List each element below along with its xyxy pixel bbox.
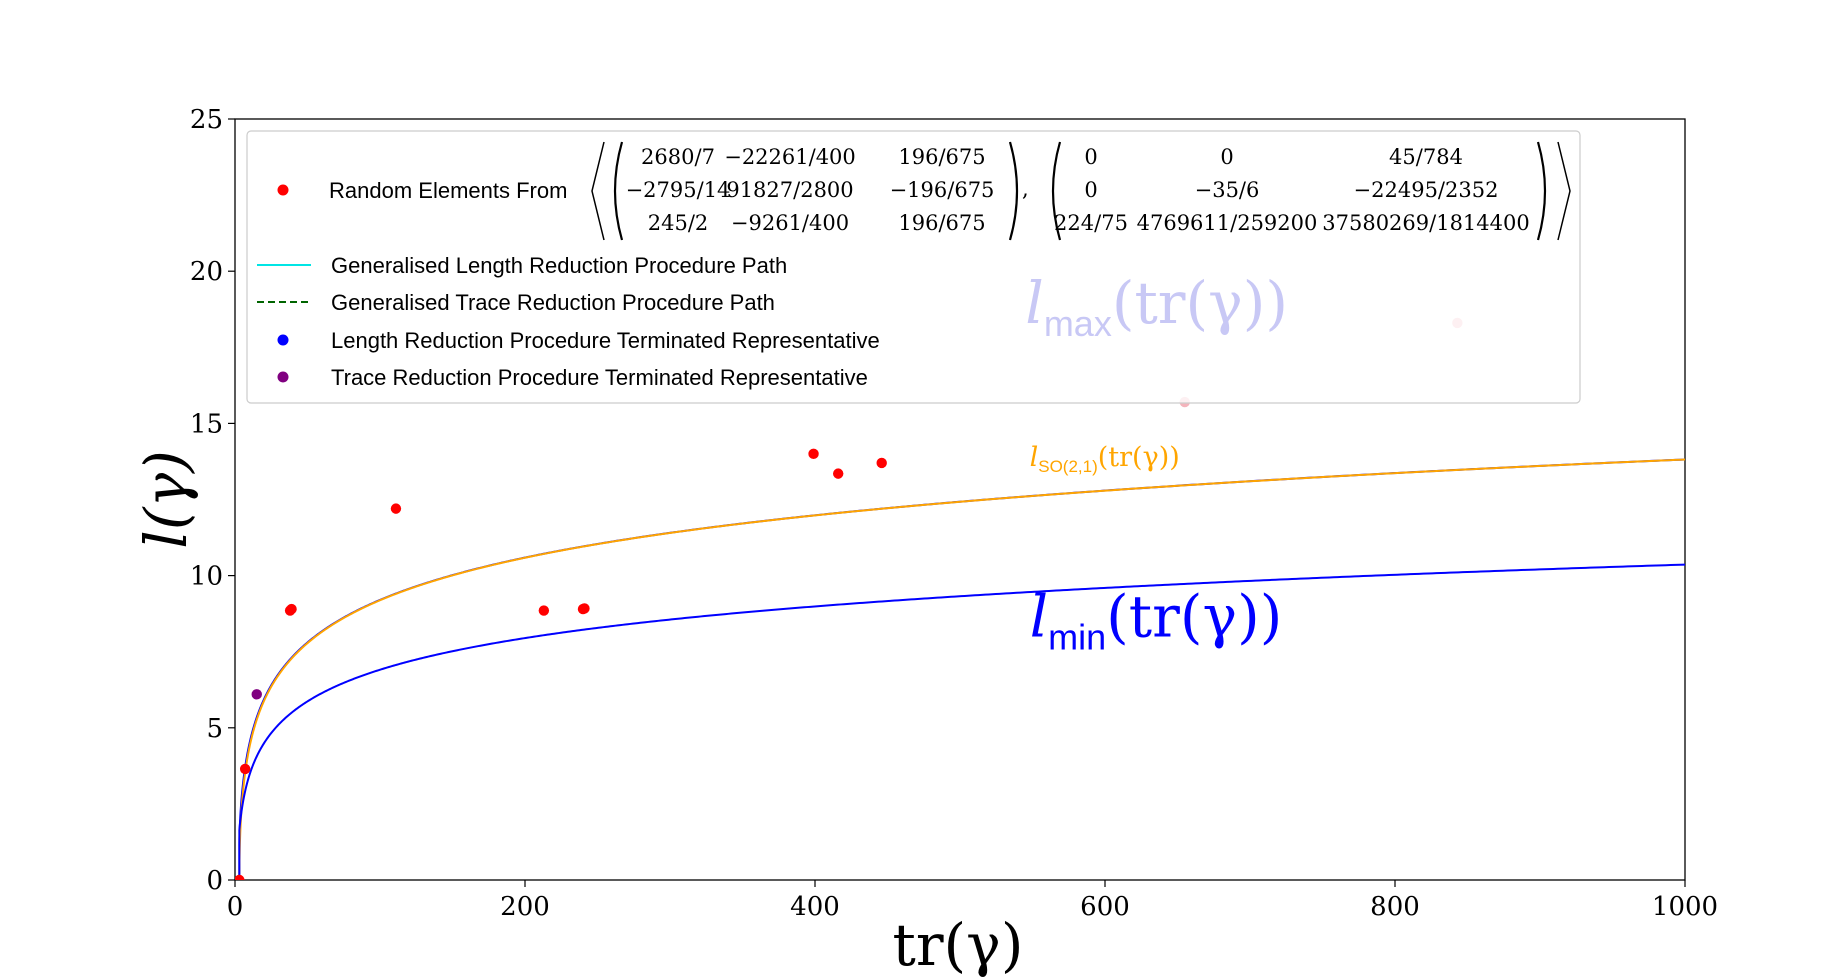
x-tick-label: 800: [1370, 892, 1420, 922]
curve-label-argument: (tr(γ)): [1106, 582, 1282, 650]
legend-matrix-b-cell: 37580269/1814400: [1322, 211, 1530, 235]
curve-label-argument: (tr(γ)): [1112, 269, 1288, 337]
x-axis-label: tr(γ): [893, 911, 1024, 977]
legend-box: [246, 130, 1581, 404]
legend-right-angle: [1557, 141, 1571, 241]
random-point: [833, 468, 844, 479]
legend-matrix-b-cell: 0: [1220, 145, 1233, 169]
legend-matrix-a-cell: −196/675: [890, 178, 995, 202]
curves-group: [238, 458, 1685, 880]
legend-matrix-b-cell: 224/75: [1054, 211, 1128, 235]
random-point: [808, 448, 819, 460]
y-axis-label: l(γ): [132, 450, 200, 548]
legend-matrix-a-cell: −2795/14: [626, 178, 731, 202]
y-tick-label: 5: [206, 714, 223, 744]
legend-matrix-b-left-paren: [1051, 141, 1062, 241]
curve-label-subscript: min: [1048, 616, 1106, 657]
curve-label-symbol: l: [1030, 582, 1049, 650]
legend-matrix-a-left-paren: [613, 141, 624, 241]
legend-matrix-a-cell: −22261/400: [724, 145, 856, 169]
legend-matrix-b-cell: −22495/2352: [1354, 178, 1499, 202]
x-tick-label: 0: [227, 892, 244, 922]
curve-label-subscript: SO(2,1): [1038, 457, 1098, 476]
curve-label-l-min: lmin(tr(γ)): [1030, 582, 1283, 657]
legend-left-angle: [591, 141, 605, 241]
legend-matrix-b-cell: 0: [1084, 145, 1097, 169]
random-point: [538, 605, 550, 616]
legend-matrix-a-right-paren: [1008, 141, 1019, 241]
legend-matrix-a-cell: 245/2: [648, 211, 709, 235]
random-point: [235, 874, 245, 880]
curve-label-subscript: max: [1044, 303, 1112, 344]
legend-matrix-a-cell: −9261/400: [731, 211, 849, 235]
curve-label-argument: (tr(γ)): [1098, 442, 1180, 473]
legend-marker-random: [277, 184, 289, 196]
plot-frame: [234, 118, 1686, 881]
random-point: [579, 603, 590, 614]
y-tick-label: 10: [190, 562, 223, 592]
legend-matrix-a-cell: 196/675: [898, 145, 985, 169]
random-point: [286, 603, 297, 615]
curve-label-l-max: lmax(tr(γ)): [1025, 269, 1288, 344]
legend-entry-3-marker: [277, 334, 289, 346]
legend-matrix-b-cell: 4769611/259200: [1137, 211, 1318, 235]
legend-entry-3-label: Length Reduction Procedure Terminated Re…: [331, 328, 880, 353]
legend-matrix-a-cell: 196/675: [898, 211, 985, 235]
y-tick-label: 20: [190, 257, 223, 287]
random-point: [390, 503, 402, 514]
curve-l-min: [238, 563, 1685, 880]
random-point: [876, 457, 887, 469]
x-tick-label: 400: [790, 892, 840, 922]
legend-entry-4-label: Trace Reduction Procedure Terminated Rep…: [331, 365, 868, 390]
curve-l-max: [238, 458, 1685, 880]
legend-entry-1-label: Generalised Length Reduction Procedure P…: [331, 253, 787, 278]
legend-matrix-b-right-paren: [1536, 141, 1547, 241]
legend-entry-4-marker: [277, 371, 289, 383]
x-tick-label: 1000: [1652, 892, 1718, 922]
legend-matrix-b-cell: −35/6: [1195, 178, 1260, 202]
legend-matrix-b-cell: 0: [1084, 178, 1097, 202]
curve-label-symbol: l: [1030, 442, 1039, 473]
curve-l-so-2-1-: [238, 458, 1685, 880]
legend-matrix-comma: ,: [1022, 177, 1029, 201]
random-point: [239, 763, 251, 775]
y-tick-label: 15: [190, 409, 223, 439]
curve-label-l-so-2-1-: lSO(2,1)(tr(γ)): [1030, 442, 1180, 476]
x-tick-label: 600: [1080, 892, 1130, 922]
legend-matrix-a-cell: 91827/2800: [726, 178, 853, 202]
y-tick-label: 25: [190, 105, 223, 135]
trace-terminated-point: [251, 689, 262, 700]
curve-label-symbol: l: [1025, 269, 1044, 337]
y-tick-label: 0: [206, 866, 223, 896]
legend-matrix-b-cell: 45/784: [1389, 145, 1463, 169]
x-tick-label: 200: [500, 892, 550, 922]
points-group: [235, 317, 1463, 880]
legend-entry-2-label: Generalised Trace Reduction Procedure Pa…: [331, 290, 775, 315]
legend-label-random: Random Elements From: [329, 178, 567, 203]
legend-matrix-a-cell: 2680/7: [641, 145, 715, 169]
